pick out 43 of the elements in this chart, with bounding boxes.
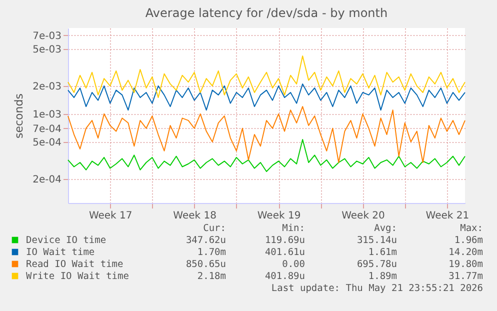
text: 1.61m (368, 247, 398, 258)
x-tick-label: Week 18 (173, 210, 216, 222)
text: Last update: Thu May 21 23:55:21 2026 (271, 283, 484, 294)
legend-label: Write IO Wait time (26, 271, 130, 282)
text: 850.65u (186, 259, 226, 270)
text: 401.89u (264, 271, 305, 282)
x-tick-label: Week 19 (257, 210, 301, 222)
chart-title: Average latency for /dev/sda - by month (145, 6, 388, 20)
line-series (68, 83, 466, 111)
text: 119.69u (264, 235, 305, 246)
text: 19.80m (448, 259, 484, 270)
y-axis-title: seconds (12, 93, 26, 138)
x-tick-label: Week 21 (426, 210, 470, 222)
y-tick-label: 5e-04 (32, 137, 62, 148)
legend-label: Read IO Wait time (26, 259, 124, 270)
text: 14.20m (448, 247, 484, 258)
text: 401.61u (264, 247, 305, 258)
text: 315.14u (356, 235, 397, 246)
y-tick-label: 1e-03 (32, 109, 62, 120)
y-tick-label: 5e-03 (32, 44, 62, 56)
y-tick-label: 7e-04 (32, 124, 62, 135)
legend-label: IO Wait time (26, 247, 95, 258)
text: Min: (282, 223, 305, 234)
line-series (68, 55, 466, 98)
legend-label: Device IO time (26, 235, 106, 246)
text: 1.89m (368, 271, 398, 282)
text: 31.77m (448, 271, 484, 282)
text: 695.78u (356, 259, 397, 270)
text: Max: (460, 223, 483, 234)
text: 2.18m (197, 271, 226, 282)
text: 1.70m (197, 247, 226, 258)
line-series (68, 139, 466, 172)
x-tick-label: Week 17 (88, 210, 132, 222)
text: Cur: (203, 223, 226, 234)
text: 347.62u (186, 235, 226, 246)
text: 1.96m (454, 235, 484, 246)
y-tick-label: 2e-03 (32, 81, 62, 92)
y-tick-label: 7e-03 (32, 30, 62, 42)
y-tick-label: 2e-04 (32, 174, 62, 186)
x-tick-label: Week 20 (342, 210, 385, 222)
line-series (68, 106, 466, 163)
text: 0.00 (282, 259, 306, 270)
text: Avg: (374, 223, 397, 234)
